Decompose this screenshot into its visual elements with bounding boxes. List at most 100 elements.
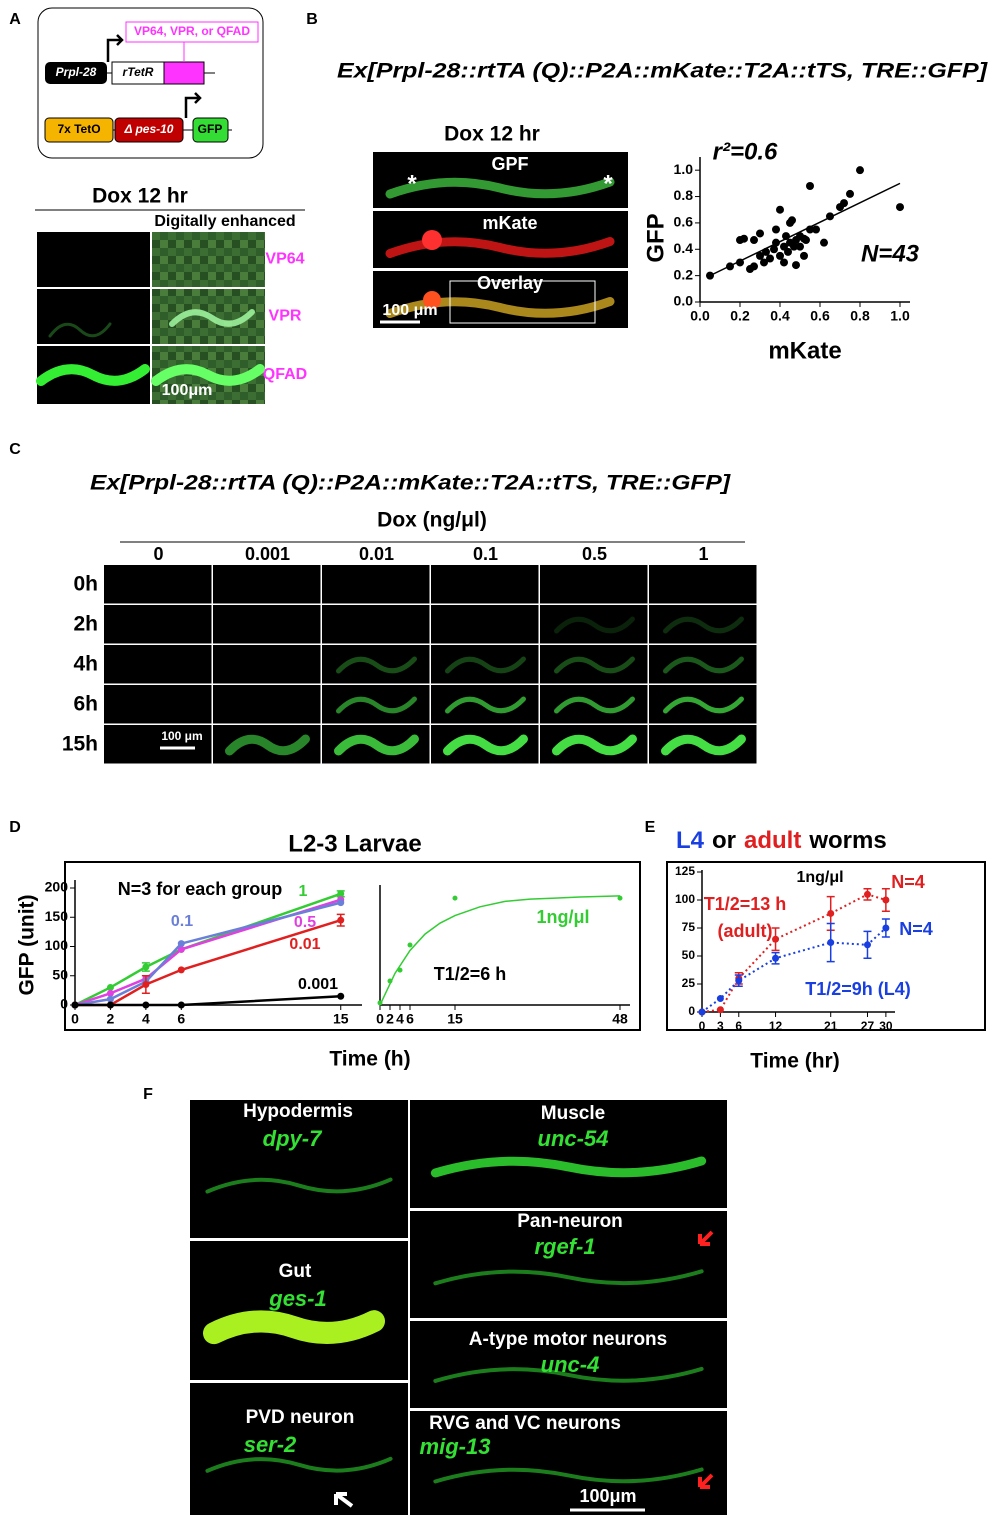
label: (adult) — [718, 921, 773, 941]
worm — [225, 734, 310, 756]
label: T1/2=13 h — [704, 894, 787, 914]
x-tick-label: 0 — [699, 1019, 706, 1033]
panel-letter: B — [306, 11, 318, 28]
label: Muscle — [541, 1103, 605, 1124]
label: dpy-7 — [263, 1126, 323, 1151]
point — [706, 271, 714, 280]
point — [177, 1001, 185, 1009]
point — [772, 225, 780, 234]
label: 100 μm — [382, 302, 437, 319]
label: 100 μm — [161, 729, 202, 743]
callout-box — [125, 21, 259, 43]
label: QFAD — [263, 366, 307, 383]
point — [716, 1006, 724, 1014]
label: ser-2 — [244, 1432, 297, 1457]
point — [740, 234, 748, 243]
x-tick-label: 2 — [386, 1011, 394, 1027]
point — [735, 977, 743, 985]
point — [377, 1000, 383, 1006]
micrograph — [104, 565, 212, 604]
label: 0 — [153, 544, 163, 564]
tss-arrow — [184, 92, 202, 118]
point — [716, 995, 724, 1003]
micrograph — [649, 605, 757, 644]
worm — [552, 734, 637, 756]
point — [766, 254, 774, 263]
series-label: 0.01 — [289, 936, 320, 953]
panel-letter: E — [645, 819, 656, 836]
micrograph — [190, 1100, 408, 1238]
point — [800, 251, 808, 260]
worm — [554, 616, 635, 634]
point — [806, 225, 814, 234]
point — [750, 262, 758, 271]
chart-box — [666, 861, 986, 1031]
y-tick-label: 50 — [52, 966, 68, 982]
point — [177, 945, 185, 953]
worm — [433, 1467, 704, 1484]
point — [750, 236, 758, 245]
y-tick-label: 50 — [682, 948, 696, 962]
point — [337, 890, 345, 898]
micrograph — [431, 605, 539, 644]
point — [782, 232, 790, 241]
point — [820, 238, 828, 247]
label: GFP (unit) — [16, 894, 39, 995]
y-tick-label: 150 — [45, 908, 69, 924]
micrograph — [322, 605, 430, 644]
worm — [334, 734, 419, 756]
head — [422, 230, 442, 250]
fit-curve — [379, 895, 621, 1006]
micrograph — [322, 565, 430, 604]
micrograph — [104, 725, 212, 764]
panel-letter: C — [9, 441, 21, 458]
x-tick-label: 0.0 — [690, 308, 710, 324]
label: Dox (ng/μl) — [377, 509, 487, 532]
label: Overlay — [477, 273, 543, 293]
worm — [48, 322, 112, 338]
point — [387, 978, 393, 984]
micrograph — [540, 565, 648, 604]
micrograph — [104, 685, 212, 724]
label: r²=0.6 — [713, 138, 778, 165]
x-tick-label: 4 — [142, 1011, 150, 1027]
point — [698, 1008, 706, 1016]
activator-box — [163, 61, 205, 85]
point — [142, 981, 150, 989]
x-tick-label: 27 — [861, 1019, 875, 1033]
worm — [36, 364, 150, 386]
label: 0h — [73, 573, 98, 596]
label: Time (h) — [329, 1048, 410, 1071]
point — [756, 229, 764, 238]
point — [106, 1001, 114, 1009]
label: 15h — [62, 733, 98, 756]
series-label: 0.001 — [298, 976, 338, 993]
y-tick-label: 0.0 — [674, 293, 694, 309]
point — [856, 166, 864, 175]
point — [896, 203, 904, 212]
x-tick-label: 15 — [333, 1011, 349, 1027]
worm — [151, 364, 265, 386]
label: A-type motor neurons — [469, 1329, 667, 1350]
point — [790, 242, 798, 251]
panel-letter: F — [143, 1086, 153, 1103]
teto-box — [44, 117, 114, 143]
point — [142, 963, 150, 971]
label: Pan-neuron — [517, 1211, 623, 1232]
micrograph — [431, 565, 539, 604]
x-tick-label: 4 — [396, 1011, 404, 1027]
label: unc-4 — [541, 1352, 600, 1377]
micrograph — [540, 645, 648, 684]
micrograph — [322, 645, 430, 684]
point — [177, 940, 185, 948]
x-tick-label: 12 — [769, 1019, 783, 1033]
point — [776, 251, 784, 260]
point — [806, 182, 814, 190]
series-label: 0.1 — [171, 913, 193, 930]
x-tick-label: 0.4 — [770, 308, 790, 324]
label: 1 — [698, 544, 708, 564]
y-tick-label: 200 — [45, 879, 69, 895]
worm — [554, 656, 635, 674]
title-part: adult — [744, 827, 801, 854]
label: L2-3 Larvae — [288, 830, 421, 857]
